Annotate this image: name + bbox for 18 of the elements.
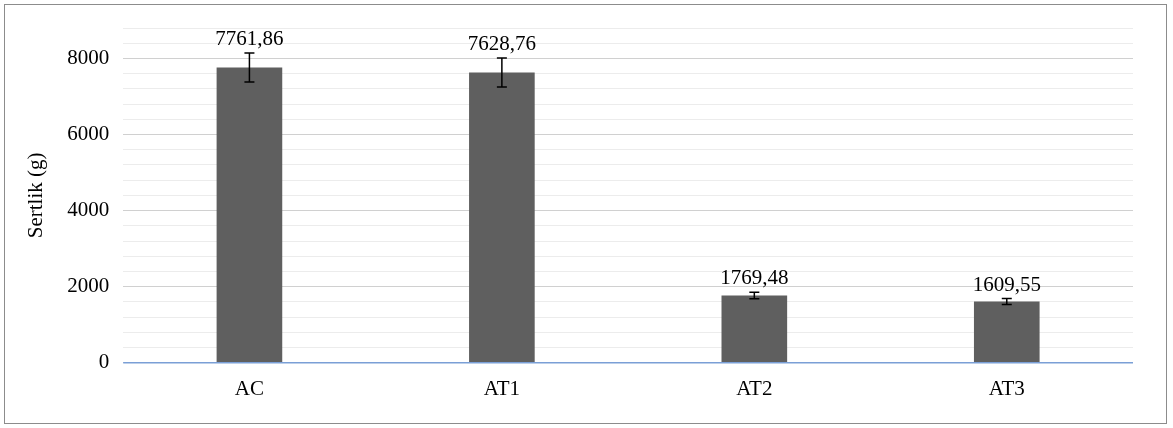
x-tick-label: AC xyxy=(234,375,265,400)
y-tick-label: 8000 xyxy=(67,44,110,69)
bar xyxy=(973,301,1040,363)
data-label: 7628,76 xyxy=(467,31,536,56)
bar xyxy=(469,72,535,363)
x-tick-label: AT3 xyxy=(988,375,1025,400)
bar xyxy=(216,67,283,363)
y-tick-label: 0 xyxy=(98,349,110,374)
x-tick-label: AT2 xyxy=(736,375,773,400)
x-tick-label: AT1 xyxy=(483,375,520,400)
data-label: 7761,86 xyxy=(215,26,284,51)
y-tick-label: 4000 xyxy=(67,197,110,222)
data-label: 1609,55 xyxy=(972,271,1041,296)
y-axis-title: Sertlik (g) xyxy=(23,152,48,239)
y-tick-label: 2000 xyxy=(67,273,110,298)
bar xyxy=(721,295,788,363)
data-label: 1769,48 xyxy=(720,265,789,290)
y-tick-label: 6000 xyxy=(67,121,110,146)
